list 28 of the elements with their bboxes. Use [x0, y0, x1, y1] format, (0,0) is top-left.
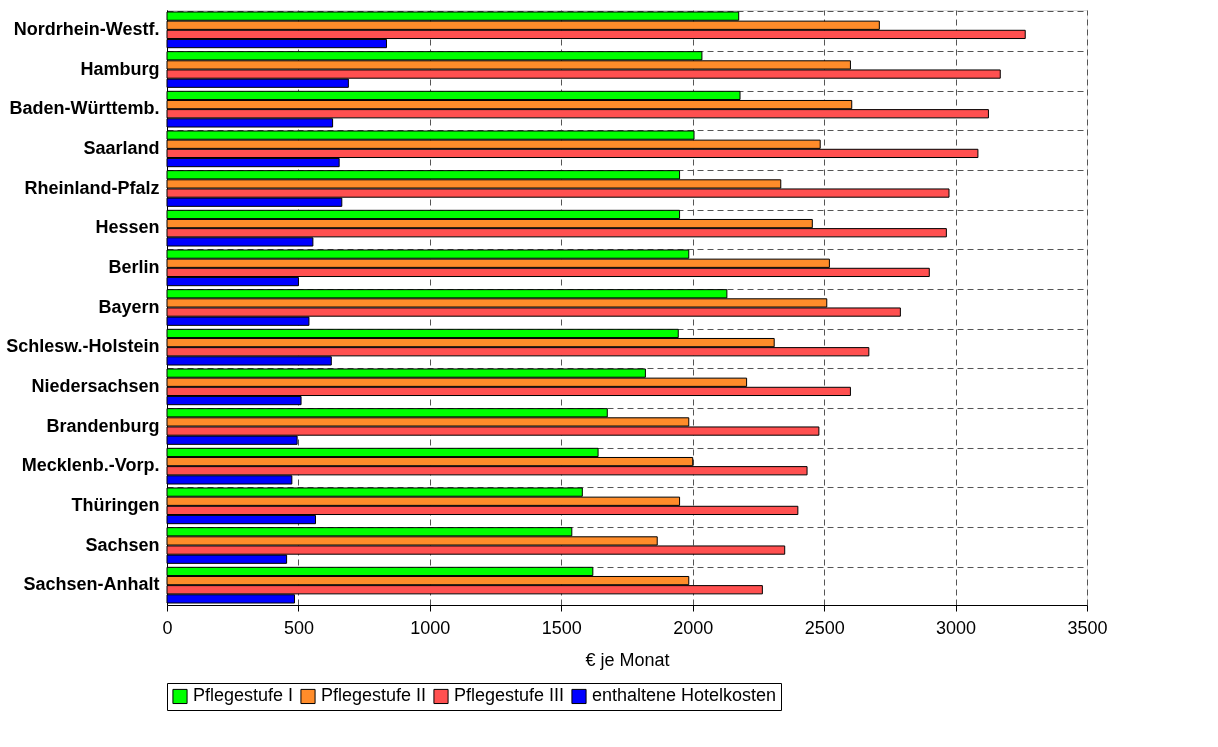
x-tick-label: 3500 [1067, 617, 1108, 638]
y-tick-label: Niedersachsen [31, 375, 160, 396]
legend-label: Pflegestufe I [193, 685, 294, 706]
y-tick-label: Berlin [108, 256, 160, 277]
y-tick-label: Thüringen [71, 494, 160, 515]
y-tick-label: Hessen [95, 217, 160, 238]
legend-label: Pflegestufe II [321, 685, 427, 706]
y-tick-label: Sachsen-Anhalt [23, 574, 160, 595]
legend-label: enthaltene Hotelkosten [592, 685, 777, 706]
y-tick-label: Baden-Württemb. [9, 98, 160, 119]
x-tick-label: 1000 [410, 617, 451, 638]
y-tick-label: Nordrhein-Westf. [13, 18, 160, 39]
y-tick-label: Brandenburg [46, 415, 160, 436]
x-tick-label: 2500 [804, 617, 845, 638]
y-tick-label: Bayern [98, 296, 160, 317]
x-tick-label: 3000 [936, 617, 977, 638]
y-tick-label: Schlesw.-Holstein [6, 336, 160, 357]
y-tick-label: Saarland [83, 137, 160, 158]
y-tick-label: Hamburg [80, 58, 160, 79]
y-tick-label: Sachsen [85, 534, 160, 555]
x-tick-label: 0 [162, 617, 173, 638]
y-tick-label: Mecklenb.-Vorp. [21, 455, 160, 476]
y-tick-label: Rheinland-Pfalz [24, 177, 160, 198]
x-tick-label: 1500 [541, 617, 582, 638]
x-tick-label: 2000 [673, 617, 714, 638]
x-tick-label: 500 [283, 617, 314, 638]
legend-label: Pflegestufe III [454, 685, 565, 706]
x-axis-title: € je Monat [585, 649, 670, 670]
